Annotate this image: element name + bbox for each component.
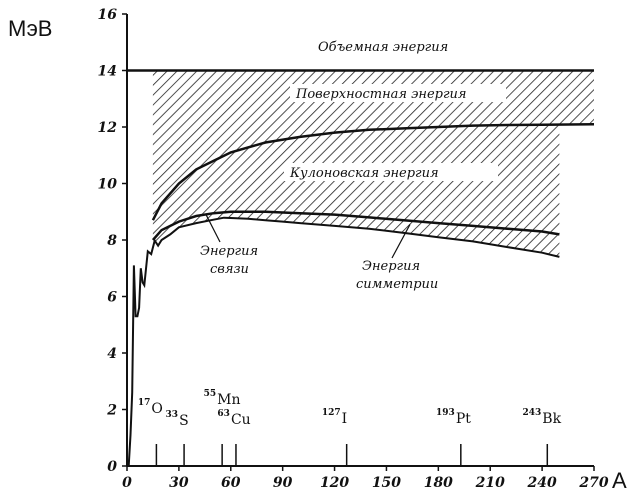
nuclide-mass-number: 55 <box>204 389 217 399</box>
x-tick-label: 180 <box>424 475 453 491</box>
x-ticks: 0 30 60 90 120 150 180 210 240 270 <box>122 466 609 491</box>
coulomb-energy-label: Кулоновская энергия <box>289 166 439 181</box>
upper-binding-boundary-curve <box>151 210 560 241</box>
x-tick-label: 270 <box>578 475 608 491</box>
x-tick-label: 240 <box>526 475 556 491</box>
volume-label-background <box>312 37 522 55</box>
symmetry-energy-pointer <box>391 224 411 259</box>
x-tick-label: 90 <box>273 475 293 491</box>
nuclide-symbol: S <box>179 413 189 429</box>
y-tick-label: 8 <box>107 233 117 249</box>
binding-energy-label-line2: связи <box>210 262 249 277</box>
coulomb-label-background <box>284 163 498 181</box>
hatched-band-upper <box>152 70 594 240</box>
nuclide-symbol: I <box>342 411 348 427</box>
symmetry-energy-label-line2: симметрии <box>356 277 438 292</box>
nuclide-mass-number: 193 <box>436 408 455 418</box>
nuclide-mass-number: 127 <box>322 408 341 418</box>
symmetry-energy-label-line1: Энергия <box>362 259 420 274</box>
binding-energy-label-line1: Энергия <box>200 244 258 259</box>
x-tick-label: 210 <box>475 475 505 491</box>
binding-energy-curve <box>127 216 560 467</box>
y-tick-label: 14 <box>98 64 117 80</box>
nuclide-mass-number: 243 <box>523 408 542 418</box>
y-axis-unit-label: МэВ <box>8 16 52 41</box>
x-tick-label: 30 <box>169 475 189 491</box>
x-tick-label: 150 <box>372 475 401 491</box>
y-tick-label: 4 <box>107 346 117 362</box>
y-tick-label: 2 <box>106 403 117 419</box>
x-tick-label: 60 <box>221 475 241 491</box>
nuclide-symbol: Mn <box>217 392 240 408</box>
y-tick-label: 0 <box>107 459 117 475</box>
nuclide-symbol: Cu <box>231 412 251 428</box>
binding-energy-pointer <box>205 214 221 243</box>
coulomb-boundary-curve <box>151 122 595 221</box>
x-axis-unit-label: A <box>612 468 627 493</box>
x-tick-label: 120 <box>320 475 349 491</box>
y-tick-label: 12 <box>98 120 118 136</box>
y-tick-label: 10 <box>98 177 118 193</box>
hatched-band-lower <box>152 211 560 257</box>
surface-label-background <box>290 84 506 102</box>
nuclide-mass-number: 17 <box>138 398 151 408</box>
y-ticks: 0 2 4 6 8 10 12 14 16 <box>98 7 127 475</box>
nuclide-mass-number: 63 <box>217 409 230 419</box>
x-tick-label: 0 <box>122 475 132 491</box>
surface-energy-label: Поверхностная энергия <box>295 87 467 102</box>
volume-energy-label: Объемная энергия <box>318 40 448 55</box>
nuclide-symbol: Pt <box>456 411 471 427</box>
nuclide-symbol: Bk <box>542 411 561 427</box>
y-tick-label: 6 <box>107 290 117 306</box>
nuclide-mass-number: 33 <box>166 410 179 420</box>
y-tick-label: 16 <box>98 7 118 23</box>
nuclide-symbol: O <box>151 401 162 417</box>
